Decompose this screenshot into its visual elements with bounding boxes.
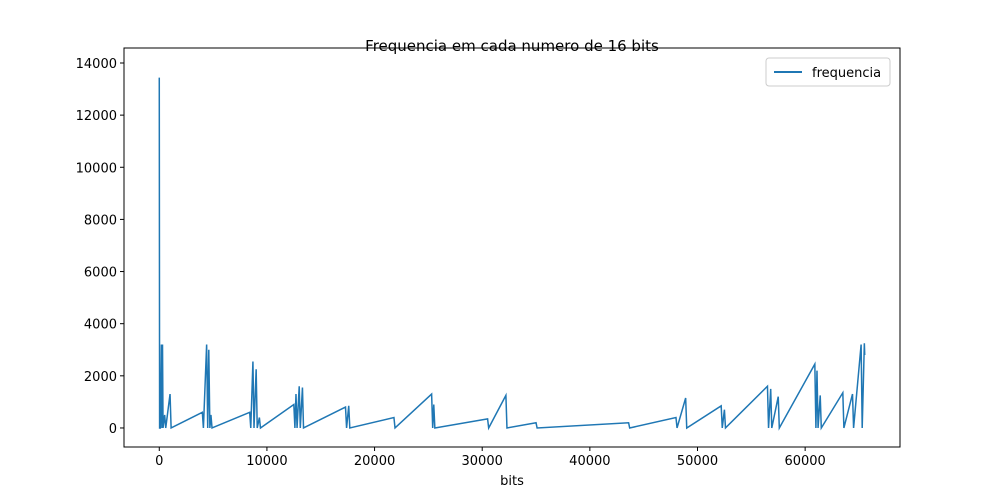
y-tick-label: 8000 xyxy=(84,213,117,228)
chart-title: Frequencia em cada numero de 16 bits xyxy=(365,37,659,55)
legend-box xyxy=(765,57,891,87)
legend-label: frequencia xyxy=(812,66,881,81)
x-tick-label: 40000 xyxy=(569,454,610,469)
y-tick-label: 10000 xyxy=(76,161,117,176)
plot-frame xyxy=(123,47,901,448)
x-tick-label: 60000 xyxy=(784,454,825,469)
y-tick-label: 14000 xyxy=(76,57,117,72)
x-tick-label: 50000 xyxy=(677,454,718,469)
y-tick-label: 2000 xyxy=(84,370,117,385)
data-line xyxy=(158,77,866,431)
y-tick-label: 12000 xyxy=(76,109,117,124)
x-tick-label: 30000 xyxy=(462,454,503,469)
y-tick-label: 6000 xyxy=(84,266,117,281)
x-tick-label: 10000 xyxy=(246,454,287,469)
x-axis-label: bits xyxy=(500,474,524,489)
y-tick-label: 4000 xyxy=(84,318,117,333)
y-tick-label: 0 xyxy=(109,422,117,437)
x-tick-label: 0 xyxy=(155,454,163,469)
x-tick-label: 20000 xyxy=(354,454,395,469)
